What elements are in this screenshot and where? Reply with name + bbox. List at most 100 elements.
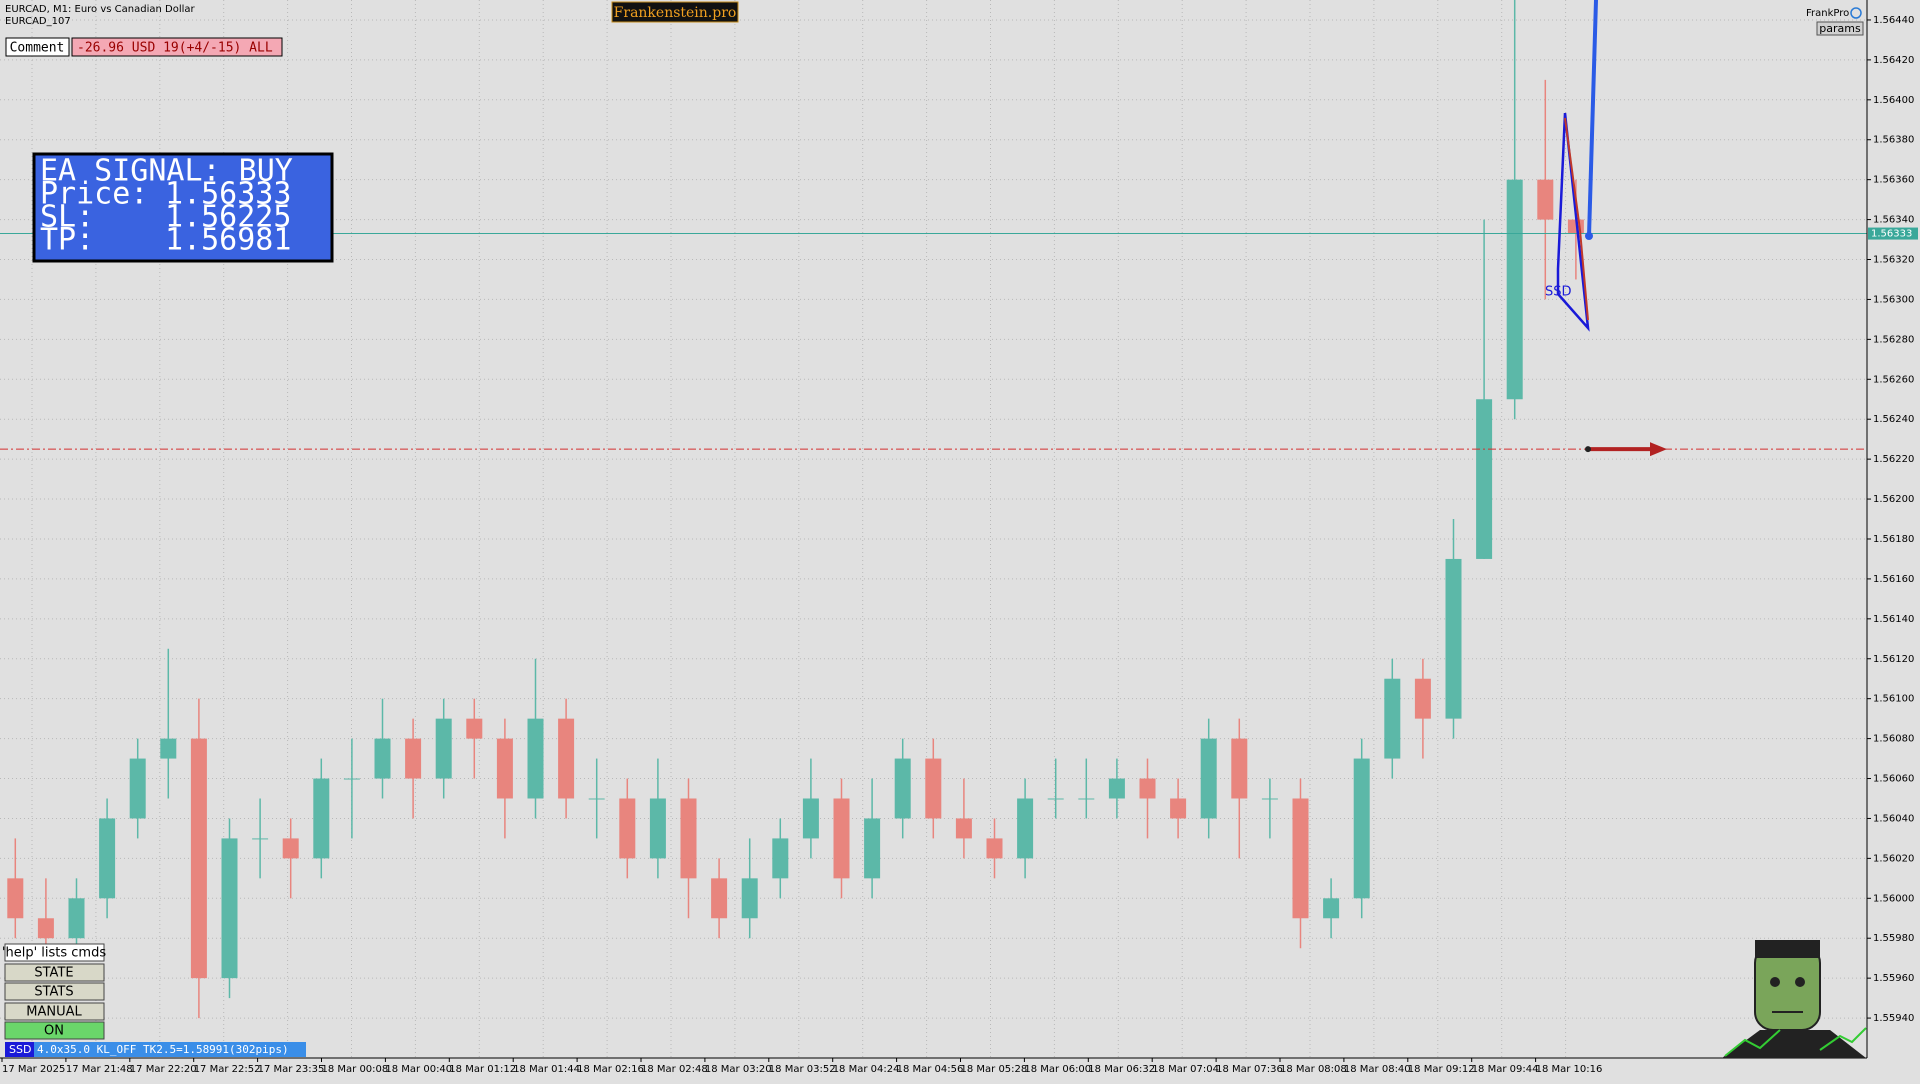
candle-body bbox=[466, 718, 483, 739]
indicator-label: SSD bbox=[1545, 285, 1572, 300]
candle-body bbox=[343, 778, 360, 780]
button-box[interactable] bbox=[4, 963, 105, 982]
axes: 1.55940 1.55960 1.55980 1.56000 1.56020 1.560… bbox=[1, 15, 1918, 1075]
y-tick-label: 1.56300 bbox=[1873, 294, 1914, 305]
button[interactable]: STATS bbox=[4, 982, 105, 1001]
candle-body bbox=[374, 738, 391, 779]
y-tick-label: 1.56440 bbox=[1873, 15, 1914, 26]
signal-value: 1.56333 bbox=[165, 177, 291, 212]
candle-body bbox=[435, 718, 452, 779]
x-tick-label: 18 Mar 06:32 bbox=[1088, 1064, 1155, 1075]
x-tick-label: 18 Mar 05:28 bbox=[961, 1064, 1028, 1075]
y-tick-label: 1.55960 bbox=[1873, 973, 1914, 984]
candle-body bbox=[1108, 778, 1125, 799]
candle-body bbox=[649, 798, 666, 859]
candle-body bbox=[99, 818, 116, 899]
params-box[interactable] bbox=[1816, 21, 1864, 36]
candle-body bbox=[833, 798, 850, 879]
stop-arrow-head bbox=[1650, 442, 1667, 457]
button[interactable]: MANUAL bbox=[4, 1002, 105, 1021]
avatar-eye bbox=[1770, 977, 1780, 987]
candle-body bbox=[1261, 798, 1278, 800]
candle-body bbox=[1017, 798, 1034, 859]
y-tick-label: 1.56320 bbox=[1873, 255, 1914, 266]
candle-body bbox=[1476, 399, 1493, 559]
bid-label-box bbox=[1868, 227, 1918, 240]
status-tag-box bbox=[5, 1042, 34, 1057]
y-tick-label: 1.56000 bbox=[1873, 893, 1914, 904]
brand-box bbox=[611, 1, 739, 23]
x-tick-label: 18 Mar 07:36 bbox=[1216, 1064, 1283, 1075]
candle-body bbox=[527, 718, 544, 799]
button-label[interactable]: 'help' lists cmds bbox=[2, 946, 106, 961]
candle-body bbox=[619, 798, 636, 859]
status-text: 4.0x35.0 KL_OFF TK2.5=1.58991(302pips) bbox=[37, 1043, 289, 1056]
x-tick-label: 18 Mar 09:12 bbox=[1408, 1064, 1475, 1075]
params-text[interactable]: params bbox=[1819, 22, 1861, 35]
candle-body bbox=[925, 758, 942, 819]
candle-body bbox=[1323, 898, 1340, 919]
button-label[interactable]: MANUAL bbox=[26, 1005, 82, 1020]
y-tick-label: 1.56280 bbox=[1873, 334, 1914, 345]
avatar-chart bbox=[1724, 1029, 1781, 1057]
x-tick-label: 18 Mar 04:24 bbox=[833, 1064, 900, 1075]
y-tick-label: 1.56200 bbox=[1873, 494, 1914, 505]
x-tick-label: 18 Mar 07:04 bbox=[1152, 1064, 1219, 1075]
button[interactable]: 'help' lists cmds bbox=[2, 943, 106, 962]
x-tick-label: 17 Mar 22:20 bbox=[130, 1064, 197, 1075]
candle-body bbox=[221, 838, 238, 979]
button-box[interactable] bbox=[4, 1002, 105, 1021]
user: FrankPro bbox=[1806, 8, 1849, 19]
y-tick-label: 1.55980 bbox=[1873, 933, 1914, 944]
candle-body bbox=[37, 918, 54, 939]
x-tick-label: 17 Mar 2025 bbox=[2, 1064, 65, 1075]
x-tick-label: 18 Mar 03:52 bbox=[769, 1064, 836, 1075]
y-tick-label: 1.56260 bbox=[1873, 374, 1914, 385]
x-tick-label: 17 Mar 22:52 bbox=[194, 1064, 261, 1075]
y-tick-label: 1.56220 bbox=[1873, 454, 1914, 465]
plot bbox=[0, 0, 1867, 1019]
indicator-line bbox=[1587, 0, 1598, 237]
button-box[interactable] bbox=[4, 982, 105, 1001]
candle-body bbox=[282, 838, 299, 859]
candle-body bbox=[1231, 738, 1248, 799]
button-box[interactable] bbox=[4, 1021, 105, 1040]
button-label[interactable]: ON bbox=[44, 1024, 64, 1039]
candle-body bbox=[1384, 678, 1401, 759]
x-tick-label: 18 Mar 09:44 bbox=[1472, 1064, 1539, 1075]
signal-title: EA SIGNAL: BUY bbox=[40, 154, 293, 189]
candle-body bbox=[864, 818, 881, 879]
signal-label: Price: bbox=[40, 177, 148, 212]
candle-body bbox=[1537, 179, 1554, 220]
candle-body bbox=[313, 778, 330, 859]
candle-body bbox=[1139, 778, 1156, 799]
button-box[interactable] bbox=[4, 943, 105, 962]
candle-body bbox=[772, 838, 789, 879]
y-tick-label: 1.56340 bbox=[1873, 215, 1914, 226]
button[interactable]: STATE bbox=[4, 963, 105, 982]
y-tick-label: 1.56100 bbox=[1873, 694, 1914, 705]
candle-body bbox=[129, 758, 146, 819]
y-tick-label: 1.56240 bbox=[1873, 414, 1914, 425]
x-tick-label: 18 Mar 00:08 bbox=[322, 1064, 389, 1075]
x-tick-label: 18 Mar 00:40 bbox=[385, 1064, 452, 1075]
indicator-shape bbox=[1564, 117, 1589, 321]
signal-panel bbox=[32, 152, 334, 263]
status-box bbox=[34, 1042, 306, 1057]
x-tick-label: 18 Mar 02:16 bbox=[577, 1064, 644, 1075]
y-tick-label: 1.56400 bbox=[1873, 95, 1914, 106]
params-button[interactable]: params bbox=[1816, 21, 1864, 36]
candle-body bbox=[1414, 678, 1431, 719]
candle-body bbox=[680, 798, 697, 879]
button-label[interactable]: STATS bbox=[34, 985, 73, 1000]
candle-body bbox=[405, 738, 422, 779]
button-label[interactable]: STATE bbox=[34, 966, 73, 981]
button[interactable]: ON bbox=[4, 1021, 105, 1040]
signal-value: 1.56225 bbox=[165, 200, 291, 235]
x-tick-label: 18 Mar 01:44 bbox=[513, 1064, 580, 1075]
y-tick-label: 1.56420 bbox=[1873, 55, 1914, 66]
signal-value: 1.56981 bbox=[165, 223, 291, 258]
avatar-body bbox=[1722, 1030, 1866, 1058]
